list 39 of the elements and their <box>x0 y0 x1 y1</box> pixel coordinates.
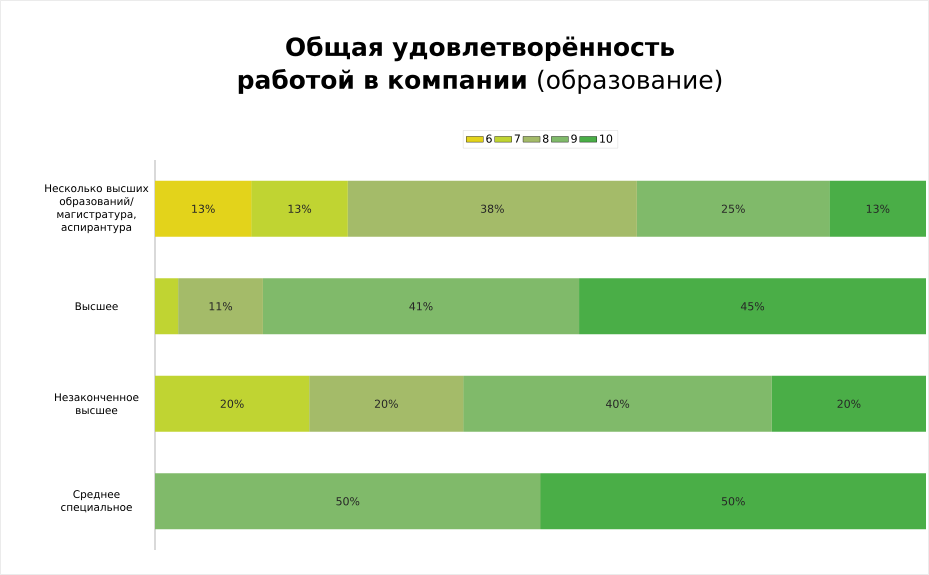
bar <box>579 278 926 334</box>
data-label: 13% <box>288 204 312 213</box>
bar <box>155 376 310 432</box>
data-label: 38% <box>480 204 504 213</box>
data-label: 20% <box>838 400 860 408</box>
bar <box>155 180 252 237</box>
legend-label: 10 <box>600 134 612 143</box>
y-tick-label: Незаконченное высшее <box>55 393 138 414</box>
data-label: 25% <box>722 204 745 213</box>
bar <box>540 473 926 530</box>
y-tick-label: Высшее <box>76 302 118 310</box>
data-label: 20% <box>374 400 398 408</box>
legend-label: 9 <box>571 134 577 143</box>
bar <box>830 180 926 237</box>
bar <box>155 278 178 334</box>
bar <box>178 278 263 334</box>
bar <box>772 376 926 432</box>
bar <box>251 180 348 237</box>
bar <box>155 473 541 530</box>
data-label: 20% <box>220 400 244 408</box>
data-label: 50% <box>722 497 745 506</box>
data-label: 13% <box>192 204 215 213</box>
data-label: 41% <box>409 302 433 310</box>
bar <box>636 180 830 237</box>
legend-label: 6 <box>486 134 492 143</box>
data-label: 50% <box>336 497 360 506</box>
y-tick-label: Несколько высших образований/ магистратура, аспирантура <box>45 184 148 234</box>
data-label: 11% <box>210 302 232 310</box>
data-label: 40% <box>606 400 630 408</box>
bar <box>262 278 580 334</box>
y-tick-label: Среднее специальное <box>61 490 132 512</box>
chart-title: Общая удовлетворённость работой в компании (образование) <box>238 36 722 94</box>
legend-label: 8 <box>542 134 548 143</box>
data-label: 13% <box>866 204 890 213</box>
bar <box>309 376 464 432</box>
legend-label: 7 <box>514 134 520 143</box>
data-label: 45% <box>740 302 764 310</box>
bar <box>348 180 637 237</box>
bar <box>463 376 772 432</box>
